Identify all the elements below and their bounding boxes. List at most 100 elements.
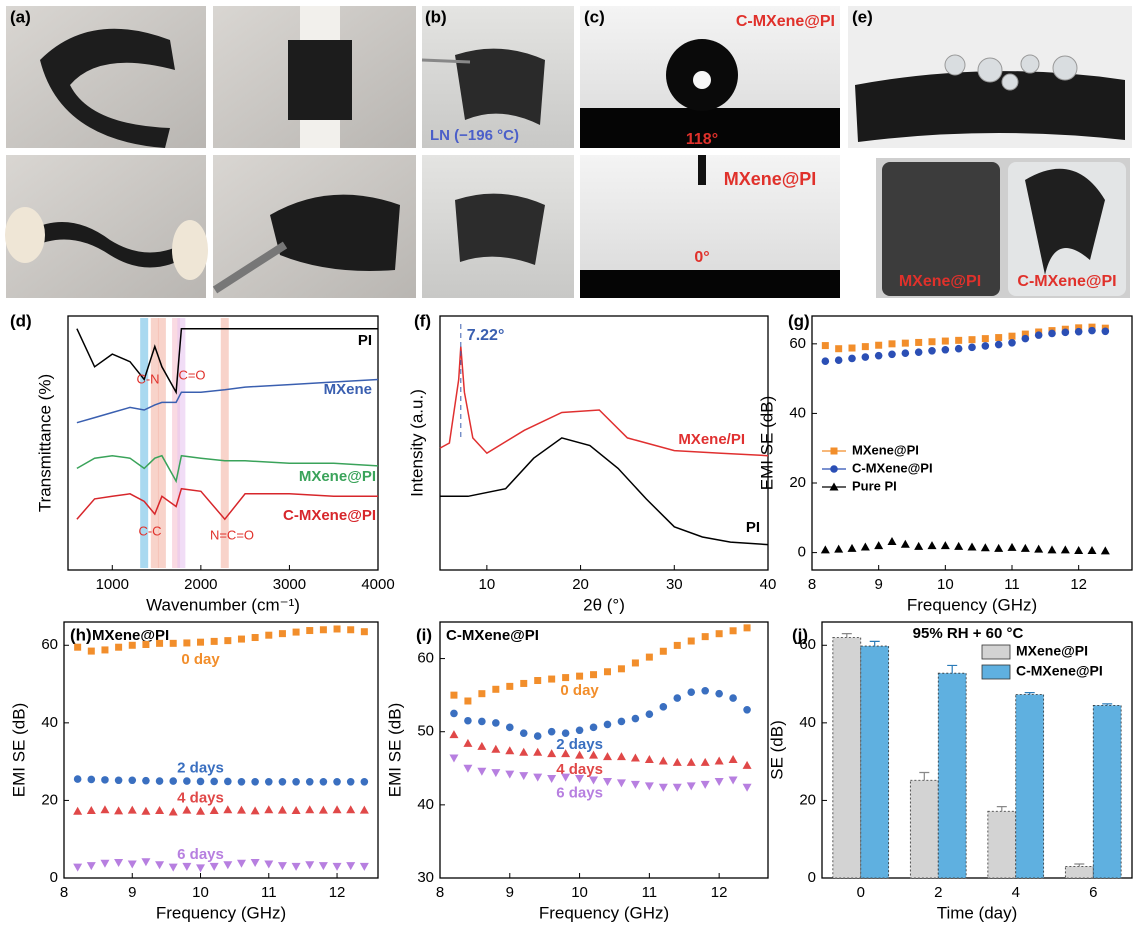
y-tick-label: 30	[417, 869, 434, 886]
marker	[169, 777, 177, 785]
marker	[942, 338, 949, 345]
x-tick-label: 11	[642, 884, 658, 901]
marker	[821, 545, 830, 553]
marker	[835, 356, 843, 364]
panel-label: (i)	[416, 625, 432, 644]
y-tick-label: 40	[41, 714, 58, 731]
marker	[673, 758, 682, 766]
marker	[142, 641, 149, 648]
bar	[1065, 866, 1093, 878]
marker	[333, 778, 341, 786]
x-tick-label: 9	[506, 884, 514, 901]
marker	[533, 774, 542, 782]
plot-frame	[64, 622, 378, 878]
marker	[646, 710, 654, 718]
series-label: 6 days	[556, 784, 603, 801]
series-label: MXene@PI	[299, 468, 376, 485]
y-tick-label: 0	[808, 869, 816, 886]
marker	[333, 863, 342, 871]
x-tick-label: 6	[1089, 884, 1097, 901]
marker	[115, 776, 123, 784]
marker	[1022, 335, 1030, 343]
y-axis-label: EMI SE (dB)	[757, 396, 776, 490]
marker	[729, 755, 738, 763]
marker	[576, 726, 584, 734]
marker	[575, 775, 584, 783]
data-line	[440, 438, 768, 545]
marker	[128, 806, 137, 814]
marker	[688, 638, 695, 645]
marker	[237, 860, 246, 868]
marker	[88, 776, 96, 784]
marker	[155, 861, 164, 869]
x-tick-label: 9	[874, 576, 882, 593]
marker	[861, 543, 870, 551]
marker	[100, 805, 109, 813]
marker	[849, 345, 856, 352]
marker	[659, 756, 668, 764]
chart-panel: (i)C-MXene@PIFrequency (GHz)EMI SE (dB)8…	[385, 622, 768, 922]
marker	[128, 861, 137, 869]
marker	[915, 339, 922, 346]
marker	[617, 779, 626, 787]
marker	[251, 778, 259, 786]
y-tick-label: 40	[417, 796, 434, 813]
marker	[141, 807, 150, 815]
x-axis-label: Frequency (GHz)	[539, 903, 669, 922]
marker	[547, 749, 556, 757]
x-tick-label: 2000	[184, 576, 217, 593]
marker	[73, 807, 82, 815]
x-tick-label: 12	[1070, 576, 1087, 593]
x-tick-label: 10	[571, 884, 588, 901]
marker	[982, 342, 990, 350]
bar	[1093, 705, 1121, 878]
marker	[848, 355, 856, 363]
marker	[319, 806, 328, 814]
y-tick-label: 0	[50, 869, 58, 886]
marker	[450, 692, 457, 699]
error-bar	[919, 772, 929, 780]
legend-label: MXene@PI	[852, 442, 919, 457]
marker	[478, 718, 486, 726]
marker	[237, 806, 246, 814]
chart-panel: (f)2θ (°)Intensity (a.u.)10203040MXene/P…	[407, 311, 776, 614]
marker	[716, 630, 723, 637]
marker	[730, 627, 737, 634]
marker	[1074, 546, 1083, 554]
marker	[74, 644, 81, 651]
marker	[831, 448, 838, 455]
marker	[547, 775, 556, 783]
marker	[729, 694, 737, 702]
marker	[1075, 328, 1083, 336]
figure: (a) (b) LN (−196 °C) (c) C-MXene@PI 118°…	[0, 0, 1137, 933]
panel-label: (c)	[584, 7, 605, 26]
series-label: MXene/PI	[678, 431, 745, 448]
y-axis-label: SE (dB)	[767, 720, 786, 780]
marker	[888, 350, 896, 358]
x-tick-label: 12	[711, 884, 728, 901]
marker	[744, 624, 751, 631]
marker	[701, 758, 710, 766]
marker	[183, 639, 190, 646]
marker	[941, 541, 950, 549]
marker	[1034, 545, 1043, 553]
x-tick-label: 9	[128, 884, 136, 901]
marker	[618, 665, 625, 672]
marker	[491, 769, 500, 777]
marker	[687, 782, 696, 790]
marker	[361, 778, 369, 786]
chart-panel: (j)95% RH + 60 °CTime (day)SE (dB)020406…	[767, 622, 1132, 922]
marker	[306, 627, 313, 634]
marker	[673, 784, 682, 792]
marker	[645, 782, 654, 790]
marker	[210, 806, 219, 814]
marker	[361, 628, 368, 635]
marker	[347, 778, 355, 786]
photo-c: (c) C-MXene@PI 118° MXene@PI 0°	[580, 6, 840, 298]
marker	[604, 721, 612, 729]
marker	[449, 730, 458, 738]
marker	[505, 771, 514, 779]
marker	[942, 346, 950, 354]
chart-panel: (g)Frequency (GHz)EMI SE (dB)89101112020…	[757, 311, 1132, 614]
y-tick-label: 20	[41, 791, 58, 808]
